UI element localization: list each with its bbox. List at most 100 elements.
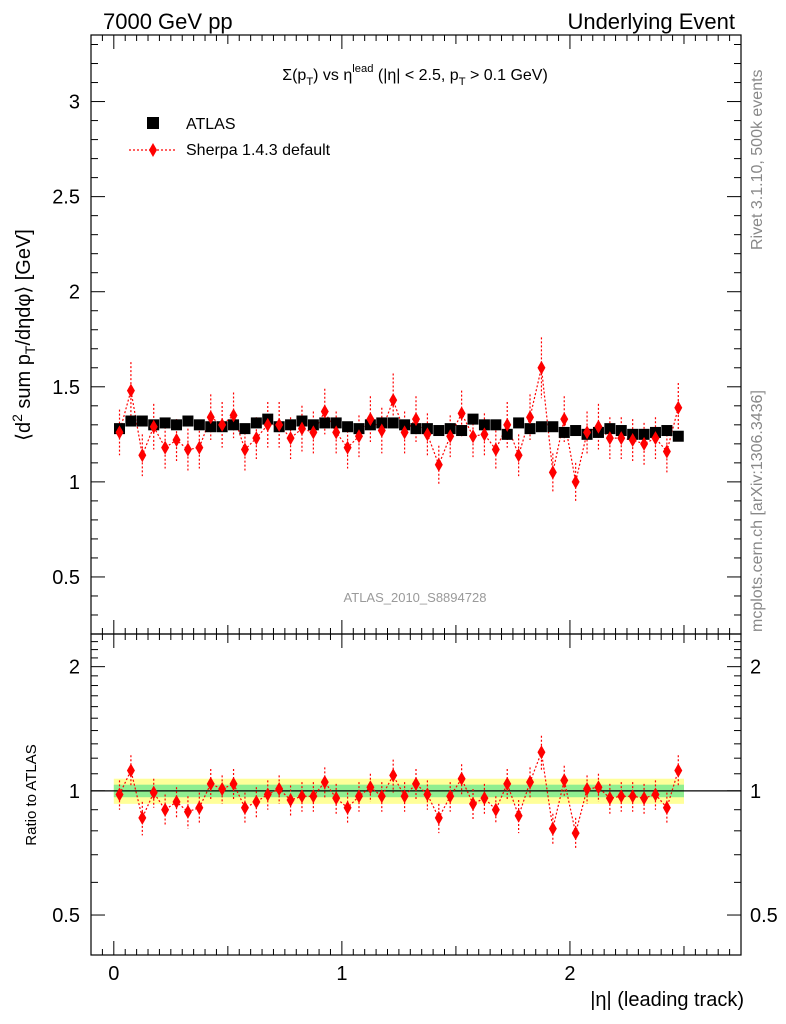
sherpa-point bbox=[309, 425, 318, 440]
sherpa-point bbox=[605, 431, 614, 446]
atlas-point bbox=[205, 421, 217, 433]
sherpa-point bbox=[412, 412, 420, 427]
sherpa-point bbox=[149, 419, 158, 434]
sherpa-point bbox=[662, 444, 671, 459]
ratio-sherpa-point bbox=[354, 789, 363, 804]
atlas-point bbox=[410, 423, 422, 435]
atlas-point bbox=[535, 421, 547, 433]
ratio-panel-frame: 0 1 2 0.5 0.5 1 1 2 2 bbox=[52, 633, 778, 985]
atlas-point bbox=[193, 419, 205, 431]
y-tick-label: 3 bbox=[69, 92, 80, 114]
ratio-y-tick-label: 1 bbox=[69, 781, 80, 803]
ratio-sherpa-point bbox=[126, 763, 135, 778]
sherpa-point bbox=[526, 410, 535, 425]
ratio-sherpa-point bbox=[503, 776, 512, 791]
atlas-point bbox=[467, 413, 479, 425]
ratio-sherpa-point bbox=[412, 776, 420, 791]
sherpa-point bbox=[617, 431, 626, 446]
legend: ATLAS Sherpa 1.4.3 default bbox=[129, 116, 331, 159]
ratio-sherpa-point bbox=[252, 794, 261, 809]
sherpa-point bbox=[503, 417, 512, 432]
ratio-y-tick-label: 2 bbox=[69, 657, 80, 679]
sherpa-point bbox=[172, 433, 181, 448]
x-tick-label: 1 bbox=[336, 963, 347, 985]
sherpa-point bbox=[480, 427, 489, 442]
ratio-sherpa-point bbox=[400, 789, 409, 804]
ratio-sherpa-point bbox=[548, 821, 557, 836]
ratio-sherpa-point bbox=[457, 771, 466, 786]
ratio-sherpa-point bbox=[195, 800, 204, 815]
ratio-sherpa-point bbox=[617, 789, 626, 804]
sherpa-point bbox=[126, 383, 135, 398]
sherpa-point bbox=[423, 427, 432, 442]
sherpa-point bbox=[366, 412, 375, 427]
ratio-sherpa-point bbox=[571, 826, 580, 841]
sherpa-point bbox=[651, 431, 660, 446]
atlas-point bbox=[171, 419, 183, 431]
sherpa-point bbox=[115, 425, 124, 440]
ratio-sherpa-point bbox=[240, 800, 249, 815]
sherpa-point bbox=[240, 442, 249, 457]
sherpa-point bbox=[275, 417, 284, 432]
sherpa-point bbox=[400, 425, 409, 440]
atlas-point bbox=[570, 425, 582, 437]
sherpa-point bbox=[640, 436, 649, 451]
atlas-point bbox=[376, 417, 388, 429]
ratio-sherpa-point bbox=[309, 789, 318, 804]
ratio-y-tick-label-right: 1 bbox=[750, 781, 761, 803]
atlas-point bbox=[285, 419, 297, 431]
ratio-sherpa-point bbox=[434, 810, 443, 825]
sherpa-point bbox=[206, 410, 215, 425]
y-tick-label: 1.5 bbox=[52, 377, 80, 399]
atlas-point bbox=[444, 423, 456, 435]
atlas-point bbox=[547, 421, 559, 433]
atlas-point bbox=[125, 415, 137, 427]
sherpa-point bbox=[218, 417, 227, 432]
sherpa-point bbox=[343, 440, 352, 455]
ratio-sherpa-point bbox=[172, 794, 181, 809]
y-tick-label: 0.5 bbox=[52, 567, 80, 589]
analysis-id: ATLAS_2010_S8894728 bbox=[344, 590, 487, 605]
atlas-point bbox=[638, 428, 650, 440]
ratio-sherpa-point bbox=[640, 791, 649, 806]
atlas-point bbox=[239, 423, 251, 435]
ratio-sherpa-point bbox=[469, 796, 478, 811]
atlas-point bbox=[296, 415, 308, 427]
sherpa-point bbox=[537, 360, 546, 375]
sherpa-point bbox=[252, 431, 261, 446]
ratio-sherpa-point bbox=[605, 791, 614, 806]
sherpa-point bbox=[571, 474, 580, 489]
ratio-sherpa-point bbox=[583, 782, 592, 797]
sherpa-point bbox=[594, 419, 603, 434]
ratio-sherpa-point bbox=[491, 802, 500, 817]
sherpa-point bbox=[446, 429, 455, 444]
ratio-sherpa-point bbox=[662, 800, 671, 815]
ratio-sherpa-point bbox=[446, 789, 455, 804]
atlas-point bbox=[433, 425, 445, 437]
sherpa-point bbox=[195, 440, 204, 455]
ratio-sherpa-point bbox=[229, 776, 238, 791]
ratio-sherpa-point bbox=[343, 800, 352, 815]
legend-sherpa-marker bbox=[149, 143, 157, 157]
ratio-sherpa-point bbox=[332, 791, 341, 806]
legend-sherpa-label: Sherpa 1.4.3 default bbox=[186, 142, 331, 159]
atlas-point bbox=[353, 423, 365, 435]
ratio-y-tick-label-right: 0.5 bbox=[750, 905, 778, 927]
ratio-y-axis-title: Ratio to ATLAS bbox=[23, 744, 40, 845]
ratio-sherpa-point bbox=[480, 791, 489, 806]
rivet-label: Rivet 3.1.10, 500k events bbox=[749, 69, 766, 250]
sherpa-point bbox=[434, 457, 443, 472]
atlas-point bbox=[513, 417, 525, 429]
ratio-sherpa-point bbox=[149, 785, 158, 800]
atlas-point bbox=[228, 419, 240, 431]
ratio-sherpa-point bbox=[389, 768, 398, 783]
y-tick-label: 1 bbox=[69, 472, 80, 494]
ratio-sherpa-point bbox=[423, 787, 432, 802]
ratio-sherpa-point bbox=[218, 782, 227, 797]
atlas-point bbox=[136, 415, 148, 427]
legend-atlas-label: ATLAS bbox=[186, 116, 236, 133]
sherpa-point bbox=[297, 421, 306, 436]
main-panel-marks bbox=[114, 337, 684, 501]
ratio-sherpa-point bbox=[651, 787, 660, 802]
atlas-point bbox=[182, 415, 194, 427]
